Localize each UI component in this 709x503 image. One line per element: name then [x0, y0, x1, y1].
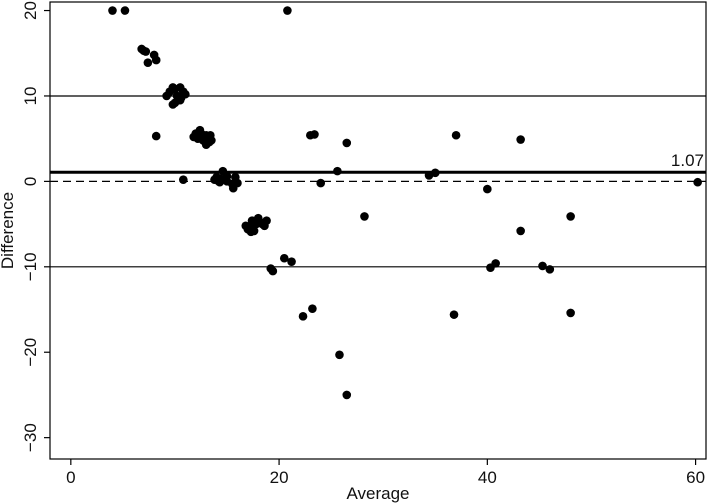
data-point — [222, 171, 232, 181]
data-point — [108, 6, 117, 15]
data-point — [246, 227, 256, 237]
data-point — [151, 131, 161, 141]
data-point — [491, 259, 500, 268]
y-tick-label: −20 — [21, 338, 40, 367]
data-point — [545, 265, 555, 274]
data-point — [141, 47, 151, 56]
data-point — [483, 184, 492, 194]
data-point — [308, 304, 317, 313]
data-point — [316, 178, 326, 188]
data-point — [279, 253, 289, 263]
data-point — [538, 261, 547, 271]
x-tick-label: 0 — [66, 468, 75, 487]
data-point — [310, 130, 319, 139]
y-tick-label: 10 — [21, 87, 40, 106]
reference-lines — [50, 95, 706, 268]
y-tick-label: −30 — [21, 423, 40, 452]
x-tick-label: 60 — [686, 468, 705, 487]
data-point — [168, 100, 178, 109]
data-point — [335, 350, 344, 360]
data-point — [430, 168, 440, 178]
data-point — [262, 216, 271, 225]
y-tick-label: −10 — [21, 252, 40, 281]
y-axis-title: Difference — [0, 192, 17, 269]
data-point — [175, 95, 185, 105]
data-point — [516, 135, 525, 144]
data-point — [228, 183, 238, 193]
data-point — [342, 138, 352, 148]
x-axis-title: Average — [346, 484, 409, 503]
plot-frame — [49, 1, 707, 460]
data-point — [333, 166, 342, 176]
data-point — [516, 226, 525, 236]
data-point — [287, 257, 296, 266]
data-point — [215, 177, 225, 187]
y-tick-label: 20 — [21, 1, 40, 20]
axes: 0 20 40 60 −30 −20 −10 0 10 20 — [21, 1, 707, 487]
data-point — [268, 266, 278, 276]
data-point — [193, 130, 203, 139]
data-point — [151, 55, 161, 65]
data-point — [449, 310, 459, 319]
data-point — [298, 312, 308, 321]
data-point — [283, 6, 292, 15]
y-tick-label: 0 — [21, 177, 40, 186]
data-point — [181, 89, 190, 99]
data-point — [566, 212, 575, 221]
data-points — [108, 6, 702, 400]
mean-line-label: 1.07 — [671, 151, 704, 170]
data-point — [342, 390, 352, 400]
x-tick-label: 20 — [270, 468, 289, 487]
data-point — [451, 130, 461, 140]
data-point — [566, 308, 575, 318]
data-point — [178, 175, 188, 184]
x-tick-label: 40 — [478, 468, 497, 487]
data-point — [207, 136, 216, 145]
data-point — [693, 177, 702, 187]
data-point — [143, 58, 153, 67]
data-point — [120, 6, 130, 15]
data-point — [360, 212, 369, 221]
